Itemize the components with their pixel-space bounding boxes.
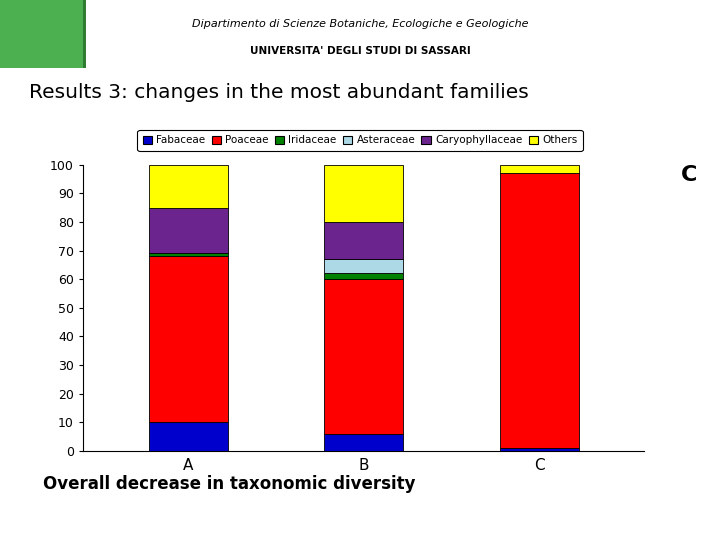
Bar	[324, 279, 403, 434]
Bar	[500, 173, 579, 448]
Bar	[0, 0, 83, 68]
Bar	[324, 259, 403, 273]
Text: Overall decrease in taxonomic diversity: Overall decrease in taxonomic diversity	[43, 475, 415, 493]
Bar	[324, 434, 403, 451]
Bar	[148, 165, 228, 207]
Bar	[324, 273, 403, 279]
Text: Results 3: changes in the most abundant families: Results 3: changes in the most abundant …	[29, 83, 528, 102]
Bar	[324, 165, 403, 222]
Bar	[148, 256, 228, 422]
Bar	[148, 253, 228, 256]
Legend: Fabaceae, Poaceae, Iridaceae, Asteraceae, Caryophyllaceae, Others: Fabaceae, Poaceae, Iridaceae, Asteraceae…	[138, 130, 582, 151]
Text: UNIVERSITA' DEGLI STUDI DI SASSARI: UNIVERSITA' DEGLI STUDI DI SASSARI	[250, 45, 470, 56]
Text: Dipartimento di Scienze Botaniche, Ecologiche e Geologiche: Dipartimento di Scienze Botaniche, Ecolo…	[192, 18, 528, 29]
Text: C: C	[681, 165, 698, 185]
Bar	[83, 0, 86, 68]
Bar	[500, 165, 579, 173]
Bar	[148, 422, 228, 451]
Bar	[500, 448, 579, 451]
Bar	[148, 207, 228, 253]
Bar	[324, 222, 403, 259]
